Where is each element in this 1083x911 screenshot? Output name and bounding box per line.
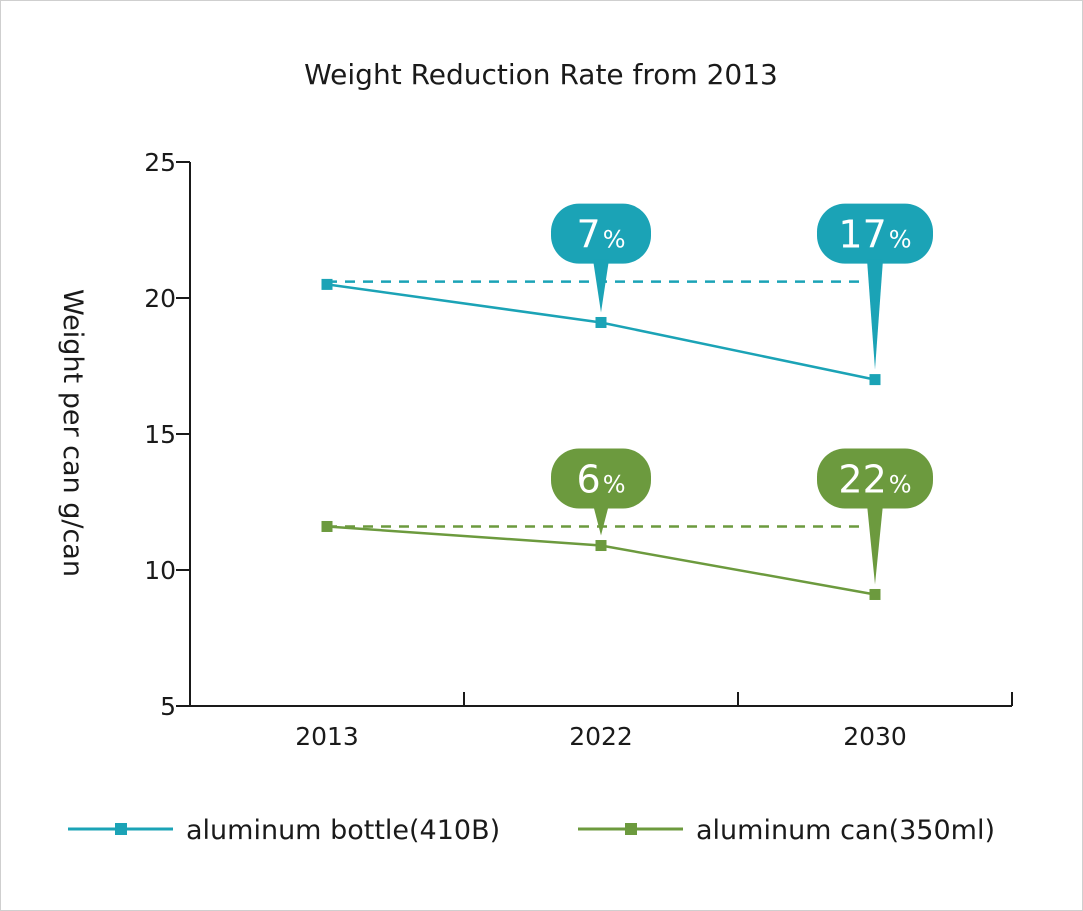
x-ticks: 2013 2022 2030: [295, 692, 1013, 751]
callout-label: 7%: [577, 213, 626, 257]
legend-label: aluminum can(350ml): [696, 815, 995, 846]
legend-marker: [625, 823, 637, 835]
callout-pointer: [867, 259, 883, 370]
callout-shape: [551, 448, 651, 509]
legend-item: aluminum can(350ml): [578, 815, 995, 846]
callout-pointer: [593, 504, 609, 536]
callout-label: 22%: [838, 457, 911, 501]
callout-pointer: [867, 504, 883, 585]
series-2: [321, 520, 881, 600]
y-ticks: 5 10 15 20 25: [144, 148, 190, 721]
y-tick-label: 25: [144, 148, 176, 177]
y-tick-label: 20: [144, 284, 176, 313]
callout-bubble: 22%: [817, 448, 933, 585]
data-point-marker: [869, 588, 881, 600]
y-tick-label: 15: [144, 420, 176, 449]
x-tick-label: 2030: [843, 722, 907, 751]
data-point-marker: [869, 374, 881, 386]
series-line: [326, 525, 876, 596]
y-tick-label: 5: [160, 692, 176, 721]
callout-pointer: [593, 259, 609, 313]
data-point-marker: [321, 520, 333, 532]
callout-label: 6%: [577, 457, 626, 501]
data-point-marker: [595, 540, 607, 552]
callout-shape: [817, 203, 933, 264]
callout-shape: [551, 203, 651, 264]
x-tick-label: 2013: [295, 722, 359, 751]
data-point-marker: [595, 316, 607, 328]
chart-title: Weight Reduction Rate from 2013: [304, 58, 778, 91]
y-tick-label: 10: [144, 556, 176, 585]
callout-label: 17%: [838, 213, 911, 257]
y-axis-label: Weight per can g/can: [57, 289, 88, 577]
callout-bubble: 6%: [551, 448, 651, 536]
data-point-marker: [321, 278, 333, 290]
callout-bubble: 7%: [551, 203, 651, 313]
series-layer: [321, 278, 881, 600]
legend-item: aluminum bottle(410B): [68, 815, 500, 846]
legend: aluminum bottle(410B) aluminum can(350ml): [68, 815, 995, 846]
legend-marker: [115, 823, 127, 835]
callout-layer: 7% 17% 6% 22%: [551, 203, 933, 585]
callout-shape: [817, 448, 933, 509]
x-tick-label: 2022: [569, 722, 633, 751]
legend-label: aluminum bottle(410B): [186, 815, 500, 846]
callout-bubble: 17%: [817, 203, 933, 370]
